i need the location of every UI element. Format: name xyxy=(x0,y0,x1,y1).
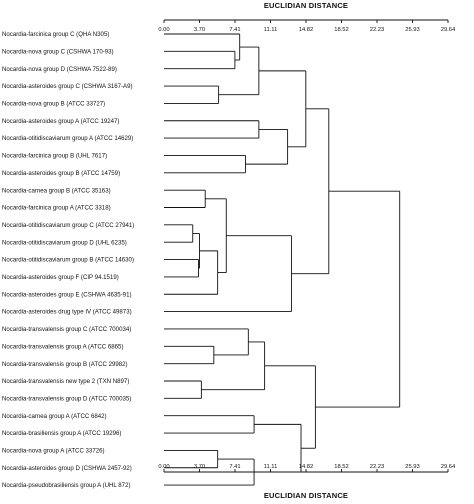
leaf-label: Nocardia-transvalensis group D (ATCC 700… xyxy=(2,395,131,402)
tick-label: 3.70 xyxy=(194,27,205,33)
leaf-label: Nocardia-nova group A (ATCC 33726) xyxy=(2,448,105,455)
tick-label: 14.82 xyxy=(299,464,314,470)
leaf-label: Nocardia-nova group B (ATCC 33727) xyxy=(2,101,105,108)
tick-label: 11.11 xyxy=(264,27,278,33)
tick-label: 3.70 xyxy=(194,464,205,470)
leaf-label: Nocardia-otitidiscaviarum group C (ATCC … xyxy=(2,222,134,229)
leaf-label: Nocardia-asteroides group C (CSHWA 3167-… xyxy=(2,83,133,90)
tick-label: 11.11 xyxy=(264,464,278,470)
tick-label: 14.82 xyxy=(299,27,314,33)
tick-label: 7.41 xyxy=(229,464,240,470)
tick-label: 25.93 xyxy=(405,27,420,33)
tick-label: 18.52 xyxy=(334,464,349,470)
tick-label: 0.00 xyxy=(158,27,169,33)
leaf-label: Nocardia-asteroides drug type IV (ATCC 4… xyxy=(2,309,132,316)
tick-label: 7.41 xyxy=(229,27,240,33)
leaf-label: Nocardia-asteroides group D (CSHWA 2457-… xyxy=(2,465,132,472)
tick-label: 25.93 xyxy=(405,464,420,470)
leaf-label: Nocardia-nova group D (CSHWA 7522-89) xyxy=(2,66,117,73)
axis-top: 0.00 3.70 7.41 11.11 14.82 18.52 22.23 25.93 29.… xyxy=(158,19,456,33)
axis-title-top: EUCLIDIAN DISTANCE xyxy=(264,1,348,10)
leaf-label: Nocardia-asteroides group B (ATCC 14759) xyxy=(2,170,120,177)
leaf-label: Nocardia-transvalensis group A (ATCC 686… xyxy=(2,343,123,350)
tick-label: 22.23 xyxy=(370,27,385,33)
tick-label: 0.00 xyxy=(158,464,169,470)
leaf-label: Nocardia-carnea group B (ATCC 35163) xyxy=(2,187,111,194)
axis-title-bottom: EUCLIDIAN DISTANCE xyxy=(264,491,348,500)
leaf-label: Nocardia-otitidiscaviarum group A (ATCC … xyxy=(2,135,133,142)
leaf-label: Nocardia-farcinica group A (ATCC 3318) xyxy=(2,205,111,212)
leaf-labels: Nocardia-farcinica group C (QHA N305) Noc… xyxy=(2,31,134,489)
leaf-label: Nocardia-transvalensis group C (ATCC 700… xyxy=(2,326,131,333)
leaf-label: Nocardia-asteroides group E (CSHWA 4635-… xyxy=(2,291,132,298)
leaf-label: Nocardia-transvalensis new type 2 (TXN N… xyxy=(2,378,129,385)
leaf-label: Nocardia-otitidiscaviarum group D (UHL 6… xyxy=(2,239,127,246)
tree-branches xyxy=(164,33,401,486)
tick-label: 18.52 xyxy=(334,27,349,33)
leaf-label: Nocardia-pseudobrasiliensis group A (UHL… xyxy=(2,482,131,489)
leaf-label: Nocardia-farcinica group C (QHA N305) xyxy=(2,31,109,38)
leaf-label: Nocardia-asteroides group A (ATCC 19247) xyxy=(2,118,119,125)
leaf-label: Nocardia-farcinica group B (UHL 7617) xyxy=(2,153,107,160)
tick-label: 29.64 xyxy=(441,27,456,33)
leaf-label: Nocardia-otitidiscaviarum group B (ATCC … xyxy=(2,257,134,264)
leaf-label: Nocardia-asteroides group F (CIP 94.1519… xyxy=(2,274,119,281)
leaf-label: Nocardia-transvalensis group B (ATCC 299… xyxy=(2,361,128,368)
leaf-label: Nocardia-nova group C (CSHWA 170-93) xyxy=(2,48,114,55)
axis-bottom: 0.00 3.70 7.41 11.11 14.82 18.52 22.23 25.93 29.… xyxy=(158,464,456,473)
leaf-label: Nocardia-carnea group A (ATCC 6842) xyxy=(2,413,107,420)
tick-label: 29.64 xyxy=(441,464,456,470)
tick-label: 22.23 xyxy=(370,464,385,470)
leaf-label: Nocardia-brasiliensis group A (ATCC 1929… xyxy=(2,430,121,437)
